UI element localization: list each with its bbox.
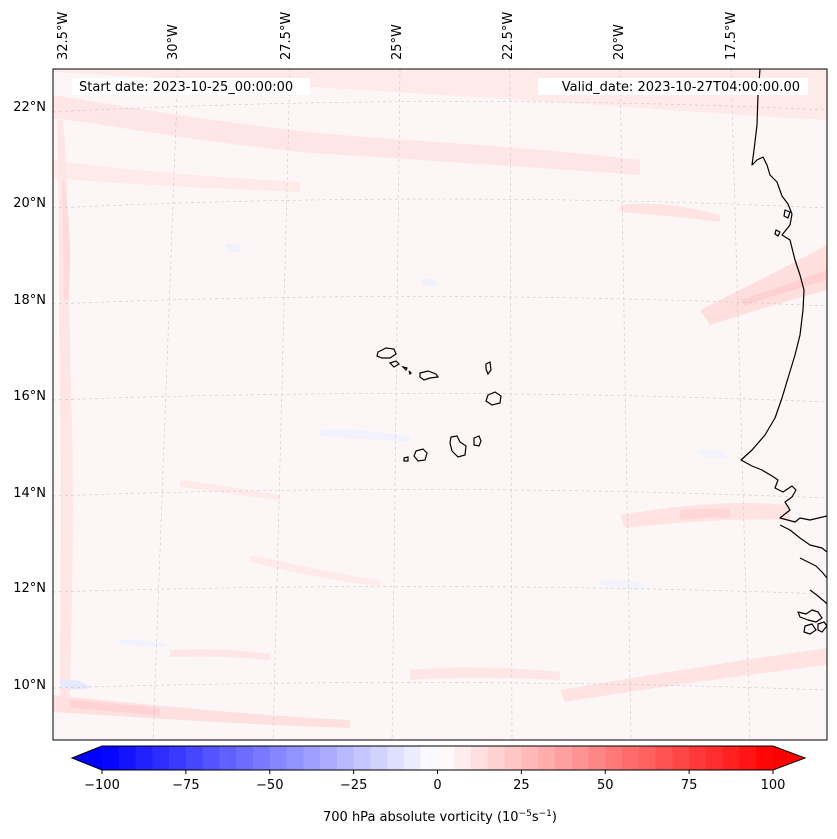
- colorbar-max-extend: [773, 746, 805, 770]
- valid-date-label: Valid_date: 2023-10-27T04:00:00.00: [562, 80, 800, 95]
- lon-label: 30°W: [166, 24, 181, 60]
- longitude-labels: 32.5°W 30°W 27.5°W 25°W 22.5°W 20°W 17.5…: [56, 12, 739, 60]
- colorbar-min-extend: [72, 746, 102, 770]
- colorbar-band: [236, 746, 254, 770]
- colorbar-band: [219, 746, 237, 770]
- lon-label: 27.5°W: [279, 12, 294, 60]
- lon-label: 22.5°W: [501, 12, 516, 60]
- colorbar-band: [437, 746, 455, 770]
- lon-label: 17.5°W: [724, 12, 739, 60]
- colorbar-band: [622, 746, 640, 770]
- lat-label: 20°N: [13, 196, 46, 211]
- colorbar-label: 700 hPa absolute vorticity (10−5s−1): [323, 809, 557, 825]
- colorbar-band: [303, 746, 321, 770]
- colorbar-band: [605, 746, 623, 770]
- lat-label: 10°N: [13, 678, 46, 693]
- colorbar-band: [487, 746, 506, 770]
- valid-date-box: [538, 78, 808, 95]
- colorbar-band: [353, 746, 371, 770]
- colorbar-band: [420, 746, 438, 770]
- colorbar-band: [739, 746, 757, 770]
- colorbar-band: [135, 746, 153, 770]
- colorbar-band: [118, 746, 137, 770]
- colorbar-band: [454, 746, 472, 770]
- colorbar-band: [689, 746, 707, 770]
- cape-verde-islands: [376, 347, 502, 462]
- colorbar-band: [638, 746, 657, 770]
- lon-label: 25°W: [390, 24, 405, 60]
- map-area: [53, 69, 827, 740]
- colorbar-band: [102, 746, 120, 770]
- african-coastline: [740, 69, 827, 635]
- colorbar-tick-label: 75: [681, 778, 698, 793]
- colorbar-tick-label: −75: [172, 778, 199, 793]
- start-date-label: Start date: 2023-10-25_00:00:00: [79, 80, 293, 95]
- colorbar-band: [286, 746, 304, 770]
- colorbar-tick-label: −100: [84, 778, 120, 793]
- start-date-box: [72, 78, 310, 95]
- vorticity-background: [53, 69, 827, 740]
- colorbar-bands: [102, 746, 774, 770]
- gridlines: [53, 69, 827, 740]
- colorbar-tick-label: 0: [433, 778, 441, 793]
- colorbar-tick-label: 50: [597, 778, 614, 793]
- colorbar-band: [471, 746, 489, 770]
- colorbar-band: [269, 746, 288, 770]
- colorbar-band: [370, 746, 388, 770]
- colorbar-band: [571, 746, 589, 770]
- colorbar-band: [185, 746, 204, 770]
- colorbar-band: [521, 746, 539, 770]
- colorbar-band: [538, 746, 556, 770]
- colorbar-band: [756, 746, 774, 770]
- colorbar-tick-label: 100: [761, 778, 786, 793]
- colorbar-band: [336, 746, 355, 770]
- colorbar-tick-label: 25: [513, 778, 530, 793]
- colorbar-band: [169, 746, 187, 770]
- colorbar-ticks: −100 −75 −50 −25 0 25 50 75 100: [84, 770, 785, 793]
- colorbar-tick-label: −25: [340, 778, 367, 793]
- colorbar-band: [588, 746, 606, 770]
- lon-label: 20°W: [612, 24, 627, 60]
- colorbar-band: [252, 746, 271, 770]
- colorbar-band: [504, 746, 522, 770]
- lat-label: 22°N: [13, 100, 46, 115]
- lat-label: 18°N: [13, 293, 46, 308]
- colorbar-band: [202, 746, 220, 770]
- colorbar-tick-label: −50: [256, 778, 283, 793]
- colorbar-band: [705, 746, 724, 770]
- colorbar-band: [722, 746, 740, 770]
- map-frame: [52, 68, 828, 741]
- colorbar-band: [655, 746, 673, 770]
- colorbar: −100 −75 −50 −25 0 25 50 75 100 700 hPa absolute…: [70, 745, 807, 825]
- colorbar-band: [387, 746, 405, 770]
- colorbar-band: [672, 746, 690, 770]
- lat-label: 14°N: [13, 486, 46, 501]
- colorbar-band: [152, 746, 170, 770]
- latitude-labels: 22°N 20°N 18°N 16°N 14°N 12°N 10°N: [13, 100, 46, 693]
- colorbar-band: [554, 746, 573, 770]
- lat-label: 12°N: [13, 581, 46, 596]
- colorbar-band: [403, 746, 422, 770]
- colorbar-band: [320, 746, 338, 770]
- lat-label: 16°N: [13, 389, 46, 404]
- lon-label: 32.5°W: [56, 12, 71, 60]
